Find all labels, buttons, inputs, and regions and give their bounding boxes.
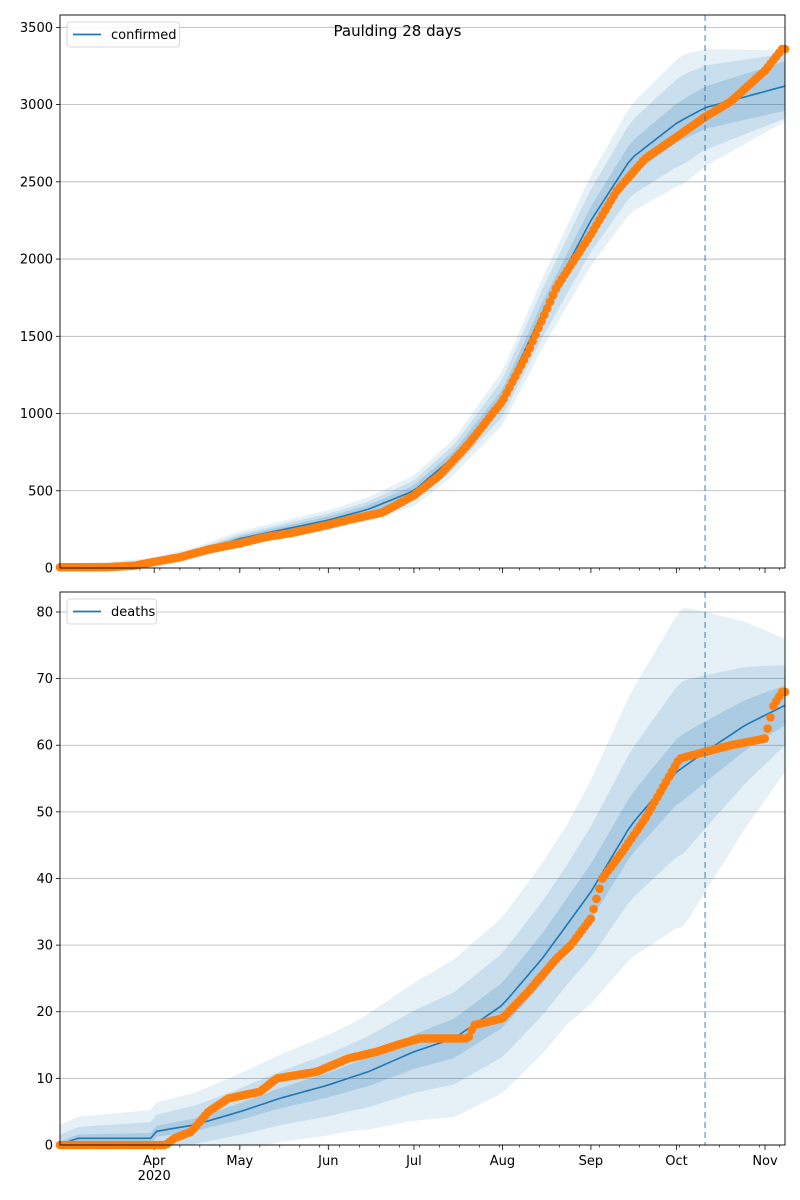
observed-point [525, 343, 535, 353]
observed-point [528, 337, 537, 346]
legend-label: confirmed [111, 28, 177, 43]
x-tick-label: Sep [579, 1154, 604, 1169]
observed-point [545, 297, 555, 307]
observed-point [537, 317, 546, 326]
x-tick-label: Oct [665, 1154, 687, 1169]
observed-point [586, 914, 595, 923]
observed-point [595, 884, 604, 893]
observed-point [534, 323, 543, 333]
y-tick-label: 0 [45, 562, 53, 577]
y-tick-label: 2500 [20, 175, 53, 190]
confidence-band-inner [60, 685, 785, 1145]
x-tick-label: Aug [490, 1154, 515, 1169]
observed-point [589, 904, 598, 914]
y-tick-label: 70 [36, 672, 53, 687]
y-tick-label: 2000 [20, 253, 53, 268]
observed-point [592, 894, 601, 904]
observed-point [766, 713, 775, 722]
observed-point [760, 734, 769, 743]
y-tick-label: 1500 [20, 330, 53, 345]
y-tick-label: 500 [28, 484, 53, 499]
x-tick-label: Jul [405, 1154, 422, 1169]
confidence-band-mid [60, 53, 785, 569]
chart-title: Paulding 28 days [334, 22, 462, 40]
x-tick-label: Nov [752, 1154, 778, 1169]
axes-frame [59, 591, 786, 1146]
observed-point [531, 330, 540, 340]
observed-point [542, 304, 552, 313]
legend-label: deaths [111, 605, 156, 620]
y-tick-label: 40 [36, 872, 53, 887]
y-tick-label: 3000 [20, 98, 53, 113]
x-tick-label: May [226, 1154, 253, 1169]
observed-point [540, 310, 549, 320]
legend-box [66, 21, 180, 48]
axes-frame [59, 14, 786, 569]
observed-point [763, 724, 772, 733]
x-tick-label: Jun [317, 1154, 338, 1169]
legend: deaths [66, 598, 157, 625]
y-tick-label: 20 [36, 1005, 53, 1020]
confidence-band-outer [60, 49, 785, 569]
legend-box [66, 598, 157, 625]
confidence-band-inner [60, 61, 785, 569]
y-tick-label: 50 [36, 805, 53, 820]
observed-point [548, 290, 558, 300]
y-tick-label: 80 [36, 605, 53, 620]
observed-point [464, 1032, 474, 1041]
y-tick-label: 3500 [20, 21, 53, 36]
y-tick-label: 60 [36, 739, 53, 754]
y-tick-label: 30 [36, 939, 53, 954]
legend: confirmed [66, 21, 180, 48]
y-tick-label: 0 [45, 1139, 53, 1154]
y-tick-label: 1000 [20, 407, 53, 422]
x-tick-label: 2020 [138, 1169, 171, 1184]
x-tick-label: Apr [143, 1154, 166, 1169]
confirmed-panel: 0 500 1000 1500 2000 2500 3000 3500 Paulding 28 … [20, 14, 790, 577]
y-tick-label: 10 [36, 1072, 53, 1087]
